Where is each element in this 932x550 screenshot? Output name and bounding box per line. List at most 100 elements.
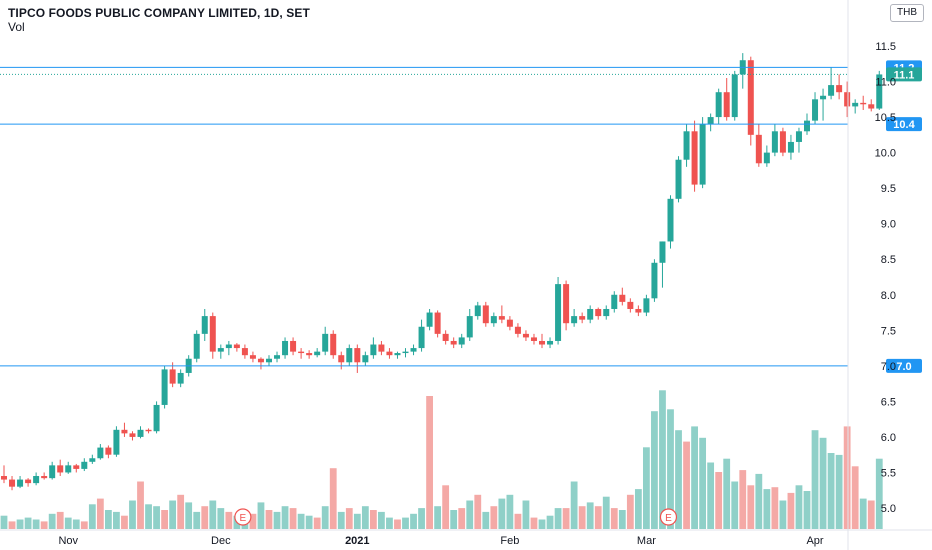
price-tick-label: 5.0 [881, 503, 896, 515]
candle-body [290, 340, 297, 352]
time-tick-label: Feb [500, 535, 519, 547]
candle-body [563, 284, 570, 324]
volume-bar [337, 511, 345, 529]
last-price-label: 11.1 [894, 69, 915, 81]
candle-body [73, 465, 80, 469]
candle-body [490, 316, 497, 324]
candle-body [306, 353, 313, 356]
volume-bar [0, 515, 8, 529]
volume-bar [129, 500, 136, 529]
candle-body [836, 85, 843, 93]
volume-bar [353, 513, 361, 529]
candle-body [354, 348, 361, 363]
volume-bar [8, 521, 16, 529]
volume-bar [345, 508, 353, 529]
volume-bar [795, 485, 803, 529]
price-level-tag [886, 358, 922, 373]
price-tick-label: 7.0 [881, 361, 896, 373]
volume-bar [249, 513, 257, 529]
candle-body [474, 305, 481, 317]
candle-body [25, 479, 32, 484]
volume-bar [104, 510, 112, 529]
volume-bars [0, 390, 883, 529]
volume-bar [755, 473, 763, 529]
volume-bar [851, 466, 859, 529]
candle-body [707, 117, 714, 125]
candle-body [81, 461, 88, 469]
volume-bar [394, 519, 401, 529]
candle-body [282, 340, 289, 356]
price-tick-label: 7.5 [881, 325, 896, 337]
candle-body [635, 308, 642, 313]
volume-bar [570, 481, 578, 529]
candle-body [771, 131, 778, 153]
volume-bar [707, 462, 715, 529]
volume-bar [193, 511, 201, 529]
volume-bar [474, 494, 482, 529]
candle-body [466, 316, 473, 338]
candle-body [201, 316, 208, 334]
candle-body [747, 60, 754, 135]
candle-body [209, 316, 216, 352]
candle-body [442, 333, 449, 341]
volume-bar [80, 521, 88, 529]
volume-bar [418, 508, 425, 529]
volume-bar [594, 506, 602, 529]
volume-bar [321, 506, 329, 529]
volume-bar [578, 506, 586, 529]
price-axis[interactable]: 5.0 5.5 6.0 6.5 7.0 7.5 8.0 8.5 9.0 9.5 10.0 10.5 11… [847, 0, 896, 550]
candle-body [338, 355, 345, 363]
candle-body [97, 447, 104, 459]
last-price-tag [886, 67, 922, 82]
volume-bar [667, 409, 674, 529]
candle-body [755, 134, 762, 164]
candle-body [482, 305, 489, 324]
time-axis[interactable]: Nov Dec 2021 Feb Mar Apr [0, 529, 932, 547]
candle-body [699, 124, 706, 185]
volume-bar [442, 485, 450, 529]
candle-body [314, 351, 321, 356]
currency-button[interactable]: THB [890, 4, 924, 22]
candle-body [322, 333, 329, 352]
volume-bar [121, 515, 128, 529]
volume-bar [113, 511, 120, 529]
volume-bar [514, 513, 522, 529]
volume-bar [610, 508, 618, 529]
volume-bar [64, 517, 72, 529]
candle-body [257, 358, 264, 363]
candle-body [763, 152, 770, 164]
candle-body [812, 99, 819, 121]
volume-bar [538, 519, 546, 529]
volume-bar [691, 426, 698, 529]
volume-bar [819, 437, 827, 529]
earnings-marker-label: E [240, 513, 247, 524]
candle-body [418, 326, 425, 349]
volume-bar [281, 506, 289, 529]
volume-bar [225, 511, 233, 529]
time-tick-label: Mar [637, 535, 656, 547]
candle-body [41, 476, 48, 479]
volume-bar [835, 454, 843, 529]
volume-bar [185, 502, 193, 529]
candle-body [249, 355, 256, 359]
candle-body [57, 465, 64, 473]
volume-bar [72, 519, 80, 529]
candle-body [619, 294, 626, 302]
candle-body [715, 92, 722, 118]
candle-body [153, 404, 160, 432]
horizontal-price-lines[interactable]: 11.210.47.011.1 [0, 60, 922, 373]
candle-body [450, 340, 457, 345]
volume-bar [675, 430, 682, 529]
price-tick-label: 10.0 [875, 148, 896, 160]
candle-body [217, 348, 224, 352]
price-tick-label: 9.0 [881, 219, 896, 231]
volume-bar [530, 517, 538, 529]
volume-bar [410, 513, 417, 529]
candle-body [868, 104, 875, 109]
candle-body [643, 298, 650, 313]
candle-body [426, 312, 433, 327]
volume-bar [586, 502, 594, 529]
volume-bar [40, 521, 48, 529]
